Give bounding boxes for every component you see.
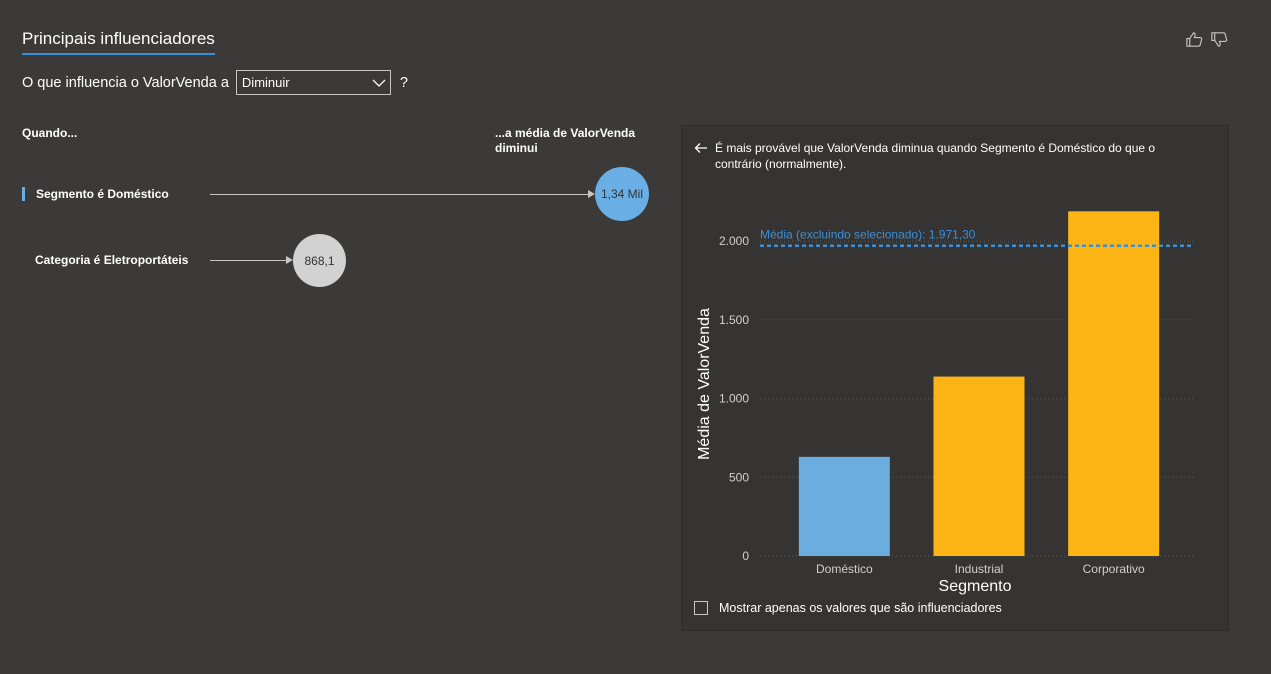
- y-axis-title: Média de ValorVenda: [696, 308, 713, 460]
- column-header-then: ...a média de ValorVenda diminui: [495, 126, 636, 155]
- direction-dropdown[interactable]: Diminuir: [235, 70, 391, 95]
- y-tick-label: 1.000: [719, 392, 749, 406]
- reference-line-label: Média (excluindo selecionado): 1.971,30: [760, 228, 976, 242]
- y-tick-label: 500: [729, 470, 749, 484]
- question-text: O que influencia o ValorVenda a: [22, 74, 229, 91]
- y-tick-label: 2.000: [719, 234, 749, 248]
- x-axis-title: Segmento: [939, 578, 1012, 595]
- only-influencers-toggle[interactable]: Mostrar apenas os valores que são influe…: [694, 601, 1002, 615]
- arrow-head-icon: [588, 190, 595, 198]
- chevron-down-icon: [372, 79, 386, 87]
- dropdown-value: Diminuir: [241, 75, 290, 90]
- checkbox-label: Mostrar apenas os valores que são influe…: [719, 601, 1002, 615]
- question-mark: ?: [399, 74, 408, 91]
- influencer-connector-line: [210, 194, 590, 195]
- arrow-head-icon: [286, 256, 293, 264]
- influencer-label[interactable]: Segmento é Doméstico: [36, 187, 169, 201]
- influencer-label[interactable]: Categoria é Eletroportáteis: [35, 253, 189, 267]
- x-tick-label: Industrial: [955, 562, 1004, 576]
- influencer-value-bubble[interactable]: 868,1: [293, 234, 346, 287]
- bar-industrial[interactable]: [933, 376, 1025, 556]
- feedback-buttons: [1185, 30, 1229, 49]
- influencer-value-bubble[interactable]: 1,34 Mil: [595, 167, 649, 221]
- influencer-connector-line: [210, 260, 288, 261]
- segment-bar-chart: 0 500 1.000 1.500 2.000 Doméstico Industrial Co…: [696, 211, 1194, 595]
- influencer-detail-panel: É mais provável que ValorVenda diminua q…: [681, 125, 1229, 631]
- y-tick-label: 0: [742, 549, 749, 563]
- only-influencers-checkbox[interactable]: [694, 601, 708, 615]
- x-tick-label: Corporativo: [1083, 562, 1145, 576]
- y-tick-label: 1.500: [719, 313, 749, 327]
- selected-indicator: [22, 187, 25, 201]
- bar-domstico[interactable]: [798, 456, 890, 556]
- bar-corporativo[interactable]: [1068, 211, 1160, 556]
- thumbs-up-icon[interactable]: [1185, 30, 1204, 49]
- detail-description: É mais provável que ValorVenda diminua q…: [715, 141, 1156, 171]
- thumbs-down-icon[interactable]: [1210, 30, 1229, 49]
- tab-principais-influenciadores[interactable]: Principais influenciadores: [22, 29, 215, 55]
- question-row: O que influencia o ValorVenda a Diminuir…: [22, 70, 408, 95]
- column-header-when: Quando...: [22, 126, 78, 140]
- back-arrow-icon[interactable]: [694, 141, 708, 155]
- x-tick-label: Doméstico: [816, 562, 873, 576]
